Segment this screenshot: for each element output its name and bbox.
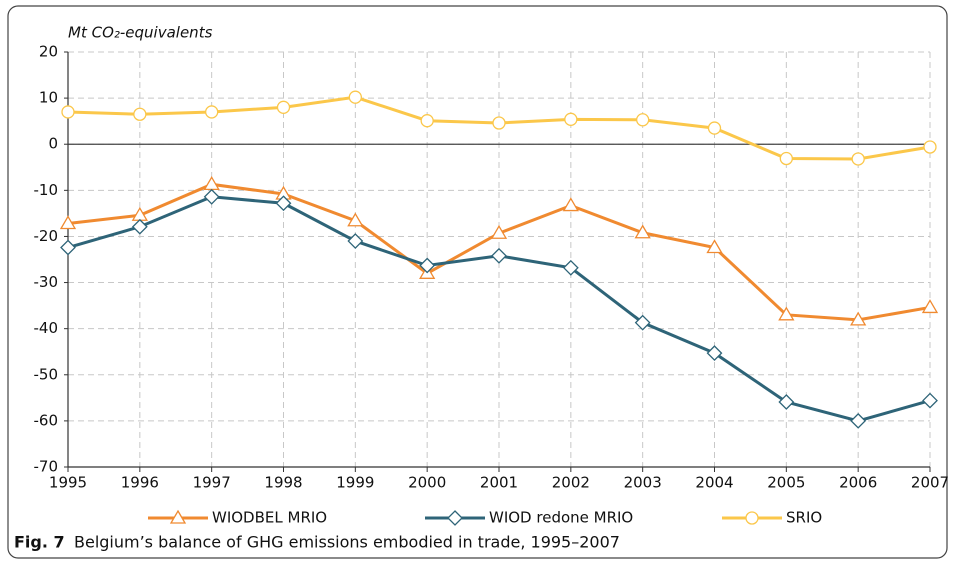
x-tick-label: 1996: [121, 474, 159, 492]
marker: [131, 218, 148, 235]
marker: [348, 90, 362, 104]
frame: [7, 5, 948, 559]
marker: [562, 259, 579, 276]
marker: [420, 114, 434, 128]
marker: [419, 257, 436, 274]
marker: [347, 233, 364, 249]
x-tick-label: 2000: [408, 474, 446, 492]
legend-marker: [745, 511, 759, 525]
y-axis-label: Mt CO₂-equivalents: [68, 24, 213, 42]
x-tick-label: 2003: [624, 474, 662, 492]
x-tick-label: 2002: [552, 474, 590, 492]
y-tick-label: -10: [34, 181, 59, 199]
marker: [61, 105, 75, 119]
marker: [850, 311, 867, 326]
marker: [922, 392, 938, 409]
x-tick-label: 1997: [193, 474, 231, 492]
x-tick-label: 1999: [336, 474, 374, 492]
y-tick-label: -40: [34, 319, 59, 337]
marker: [778, 306, 795, 321]
x-tick-label: 2001: [480, 474, 518, 492]
marker: [492, 116, 506, 130]
marker: [850, 412, 867, 429]
marker: [564, 112, 578, 126]
x-tick-label: 2004: [695, 474, 733, 492]
marker: [347, 212, 364, 227]
marker: [779, 151, 793, 166]
marker: [203, 188, 220, 205]
marker: [921, 299, 939, 314]
marker: [636, 113, 650, 127]
y-tick-label: 0: [48, 135, 58, 153]
legend-marker: [447, 510, 463, 526]
marker: [133, 107, 147, 121]
marker: [59, 215, 77, 230]
legend-label: WIOD redone MRIO: [489, 509, 633, 527]
marker: [778, 394, 795, 410]
marker: [491, 247, 507, 264]
y-tick-label: 20: [39, 43, 58, 61]
marker: [851, 152, 865, 166]
x-tick-label: 1995: [49, 474, 87, 492]
marker: [634, 314, 651, 331]
x-tick-label: 1998: [264, 474, 302, 492]
legend-marker: [169, 509, 187, 524]
marker: [205, 105, 219, 119]
y-tick-label: -50: [34, 365, 59, 383]
x-tick-label: 2007: [911, 474, 949, 492]
y-tick-label: 10: [39, 89, 58, 107]
marker: [562, 197, 579, 212]
y-tick-label: -70: [34, 458, 59, 476]
marker: [706, 345, 723, 362]
y-tick-label: -20: [34, 227, 59, 245]
marker: [923, 140, 937, 154]
marker: [707, 121, 722, 135]
marker: [203, 176, 220, 190]
legend-label: WIODBEL MRIO: [212, 509, 327, 527]
caption-label: Fig. 7: [14, 533, 65, 552]
marker: [60, 239, 76, 256]
marker: [634, 224, 651, 239]
y-tick-label: -60: [34, 411, 59, 429]
marker: [275, 195, 292, 212]
marker: [706, 239, 723, 254]
x-tick-label: 2006: [839, 474, 877, 492]
marker: [490, 224, 508, 239]
y-tick-label: -30: [34, 273, 59, 291]
caption: Belgium’s balance of GHG emissions embod…: [74, 533, 620, 552]
x-tick-label: 2005: [767, 474, 805, 492]
marker: [276, 100, 291, 114]
legend-label: SRIO: [786, 509, 822, 527]
